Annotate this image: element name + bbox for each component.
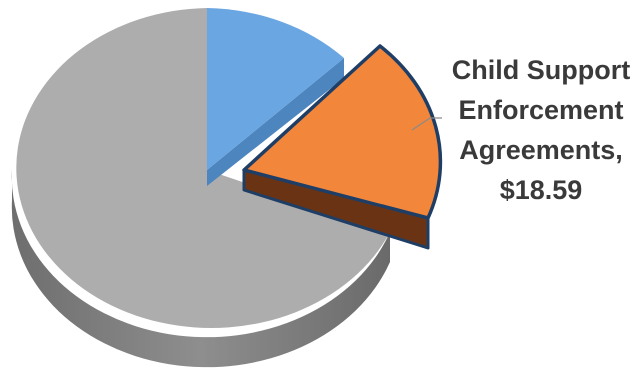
label-line-4: $18.59 [499, 175, 583, 205]
label-line-2: Enforcement [458, 95, 624, 125]
slice-data-label: Child Support Enforcement Agreements, $1… [446, 50, 636, 210]
label-line-1: Child Support [451, 55, 631, 85]
slice-gray-side [11, 170, 391, 368]
label-line-3: Agreements, [459, 135, 623, 165]
slice-blue-top [207, 8, 344, 170]
slice-orange-top [242, 44, 443, 220]
leader-line [411, 117, 442, 131]
slice-gray-top [16, 8, 391, 328]
slice-blue-side [207, 58, 344, 186]
